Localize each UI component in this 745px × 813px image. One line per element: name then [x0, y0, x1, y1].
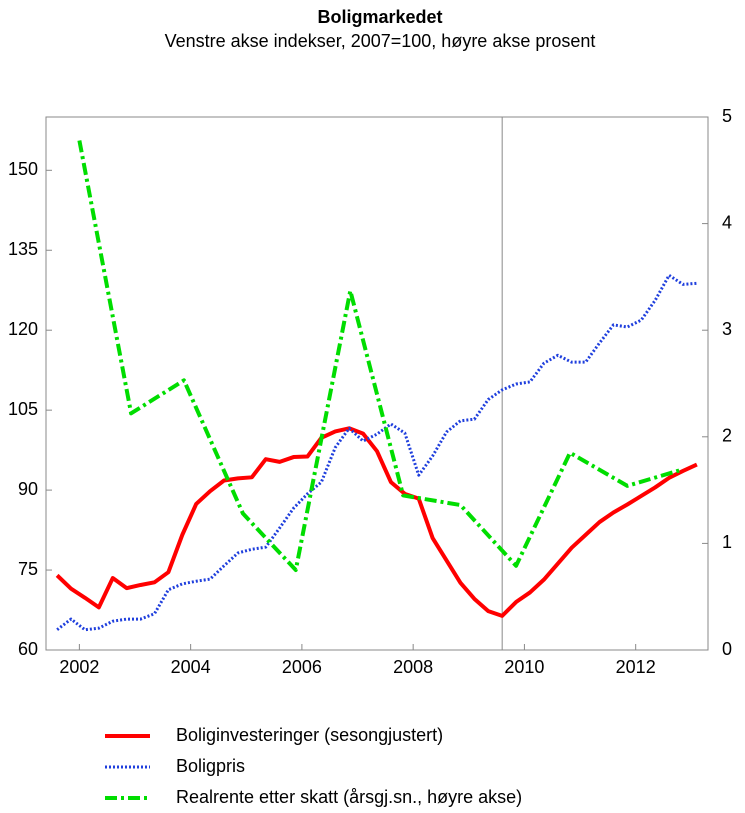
y2-tick-label: 3	[722, 319, 732, 339]
x-tick-label: 2010	[504, 657, 544, 677]
x-tick-label: 2006	[282, 657, 322, 677]
x-tick-label: 2012	[616, 657, 656, 677]
legend-label: Boligpris	[176, 756, 245, 776]
legend-label: Boliginvesteringer (sesongjustert)	[176, 725, 443, 745]
chart-title: Boligmarkedet	[317, 7, 442, 27]
x-tick-label: 2008	[393, 657, 433, 677]
y-tick-label: 135	[8, 239, 38, 259]
y2-tick-label: 2	[722, 426, 732, 446]
y2-tick-label: 5	[722, 106, 732, 126]
y-tick-label: 90	[18, 479, 38, 499]
y2-tick-label: 0	[722, 639, 732, 659]
x-tick-label: 2004	[171, 657, 211, 677]
series-line	[55, 426, 698, 618]
y-tick-label: 60	[18, 639, 38, 659]
series-line	[56, 273, 697, 632]
y2-tick-label: 1	[722, 532, 732, 552]
plot-frame	[45, 116, 709, 651]
series-line	[77, 140, 682, 573]
y-tick-label: 150	[8, 159, 38, 179]
chart-subtitle: Venstre akse indekser, 2007=100, høyre a…	[165, 31, 596, 51]
y2-tick-label: 4	[722, 212, 732, 232]
y-tick-label: 105	[8, 399, 38, 419]
y-tick-label: 75	[18, 559, 38, 579]
legend-label: Realrente etter skatt (årsgj.sn., høyre …	[176, 787, 522, 807]
y-tick-label: 120	[8, 319, 38, 339]
x-tick-label: 2002	[59, 657, 99, 677]
